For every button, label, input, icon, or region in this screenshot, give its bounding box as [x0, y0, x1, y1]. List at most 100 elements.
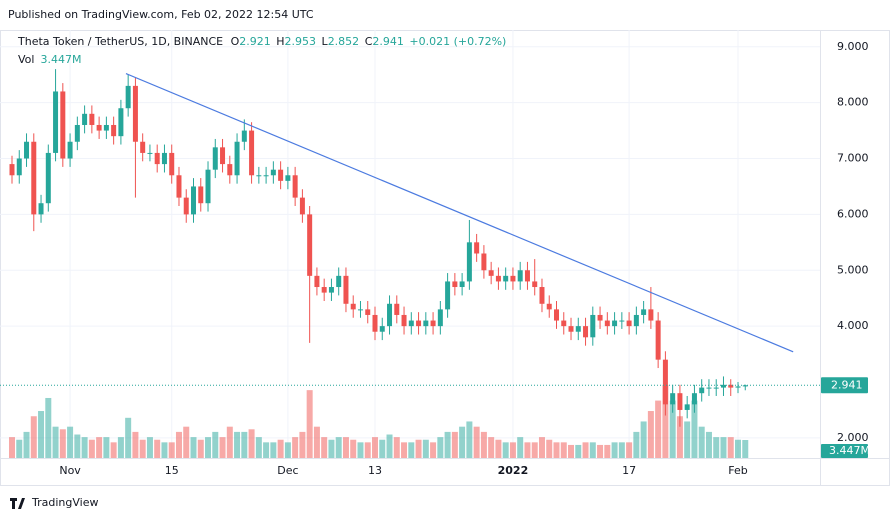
- candle-body: [307, 214, 313, 276]
- candle-body: [38, 203, 44, 215]
- candle-body: [9, 164, 15, 176]
- volume-bar: [52, 426, 59, 458]
- candle-body: [670, 393, 676, 405]
- x-tick-label: 17: [622, 464, 636, 477]
- candle-body: [263, 175, 269, 177]
- y-tick-label: 5.000: [837, 263, 869, 276]
- logo: TradingView: [10, 496, 98, 509]
- candle-body: [677, 393, 683, 410]
- volume-bar: [451, 431, 458, 458]
- volume-bar: [364, 442, 371, 458]
- volume-bar: [546, 439, 553, 458]
- volume-bar: [16, 439, 23, 458]
- volume-bar: [270, 442, 277, 458]
- candle-body: [270, 169, 276, 176]
- volume-bar: [96, 437, 103, 458]
- candle-body: [488, 270, 494, 276]
- candle-body: [183, 197, 189, 215]
- volume-bar: [146, 437, 153, 458]
- change: +0.021 (+0.72%): [409, 35, 506, 48]
- volume-bar: [560, 442, 567, 458]
- volume-bar: [691, 400, 698, 458]
- candle-body: [394, 303, 400, 315]
- candle-body: [365, 309, 371, 315]
- volume-bar: [444, 431, 451, 458]
- candle-body: [699, 387, 705, 394]
- volume-bar: [103, 437, 110, 458]
- legend-line: Theta Token / TetherUS, 1D, BINANCE O2.9…: [17, 35, 506, 48]
- candle-body: [220, 147, 226, 165]
- volume-bar: [379, 439, 386, 458]
- y-tick-label: 9.000: [837, 40, 869, 53]
- candle-body: [24, 141, 30, 159]
- candle-body: [735, 386, 741, 388]
- ohlc-letter: C: [365, 35, 373, 48]
- last-price-label: 2.941: [831, 378, 863, 391]
- candle-body: [524, 270, 530, 282]
- volume-bar: [161, 442, 168, 458]
- volume-bar: [735, 439, 741, 458]
- candle-body: [401, 314, 407, 327]
- volume-bar: [9, 437, 15, 458]
- candle-body: [742, 385, 748, 387]
- x-tick-label: 13: [368, 464, 382, 477]
- volume-bar: [212, 431, 219, 458]
- ohlc-letter: L: [322, 35, 329, 48]
- ohlc-letter: H: [276, 35, 284, 48]
- volume-bar: [488, 437, 495, 458]
- candle-body: [720, 384, 726, 388]
- candle-body: [350, 303, 356, 310]
- candle-body: [278, 169, 284, 181]
- y-tick-label: 4.000: [837, 319, 869, 332]
- volume-bar: [45, 397, 52, 458]
- candle-body: [103, 124, 109, 131]
- volume-bar: [626, 442, 633, 458]
- candle-body: [691, 393, 697, 405]
- volume-bar: [386, 434, 393, 458]
- x-tick-label: Nov: [59, 464, 81, 477]
- volume-bar: [110, 442, 117, 458]
- volume-bar: [175, 431, 182, 458]
- candle-body: [234, 141, 240, 176]
- volume-bar: [502, 442, 509, 458]
- candle-body: [423, 320, 429, 327]
- y-tick-label: 7.000: [837, 152, 869, 165]
- volume-bar: [81, 437, 88, 458]
- candle-body: [191, 186, 196, 215]
- candle-body: [459, 281, 465, 288]
- volume-bar: [38, 411, 45, 458]
- volume-bar: [509, 442, 516, 458]
- volume-bar: [524, 442, 531, 458]
- volume-bar: [698, 426, 705, 458]
- volume-value: 3.447M: [40, 53, 81, 66]
- volume-bar: [30, 416, 37, 458]
- candle-body: [16, 158, 22, 176]
- candle-body: [539, 287, 545, 304]
- candle-body: [132, 85, 138, 142]
- ohlc-value: 2.852: [328, 35, 360, 48]
- volume-bar: [125, 417, 132, 458]
- volume-bar: [575, 444, 582, 458]
- volume-bar: [676, 416, 683, 458]
- volume-bar: [306, 390, 313, 458]
- candle-body: [169, 152, 175, 176]
- volume-bar: [197, 439, 204, 458]
- candle-body: [554, 309, 559, 321]
- candle-body: [212, 147, 218, 170]
- candle-body: [118, 108, 124, 137]
- volume-legend: Vol 3.447M: [18, 53, 81, 66]
- candle-body: [474, 242, 480, 254]
- volume-bar: [205, 437, 212, 458]
- volume-bar: [255, 437, 262, 458]
- candle-body: [452, 281, 458, 288]
- volume-bar: [553, 442, 560, 458]
- ohlc-value: 2.921: [239, 35, 271, 48]
- candle-body: [357, 309, 363, 311]
- candle-body: [53, 91, 59, 153]
- candle-body: [241, 130, 247, 142]
- volume-bar: [350, 439, 357, 458]
- ohlc-letter: O: [231, 35, 240, 48]
- volume-bar: [357, 442, 364, 458]
- trend-line: [125, 73, 794, 353]
- candle-body: [96, 124, 102, 131]
